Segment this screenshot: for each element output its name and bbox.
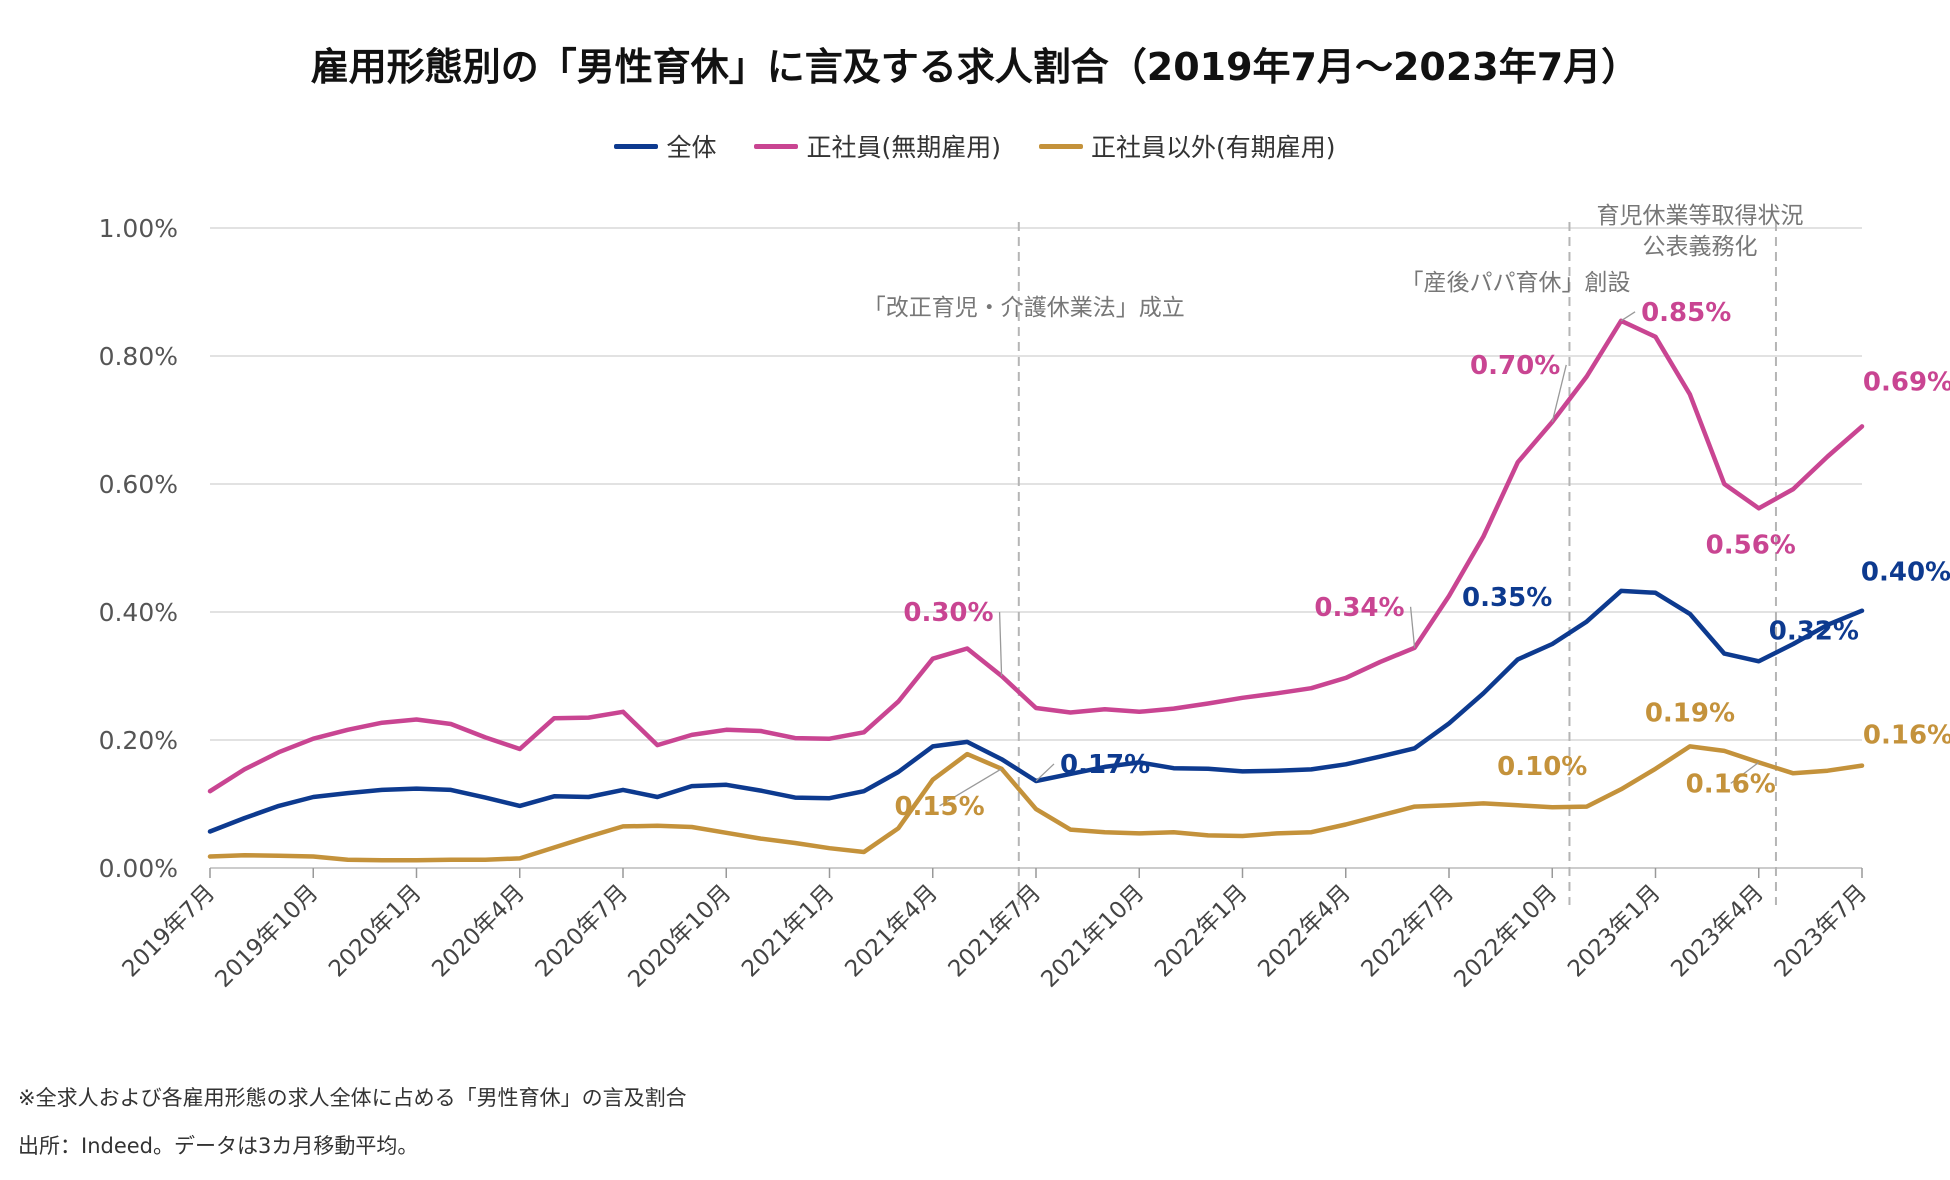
x-tick-label: 2020年4月 xyxy=(427,880,530,983)
legend-label-regular: 正社員(無期雇用) xyxy=(806,133,1001,162)
x-tick-label: 2020年7月 xyxy=(531,880,634,983)
data-label: 0.32% xyxy=(1769,616,1859,646)
data-label-leader xyxy=(1730,761,1760,784)
chart-title: 雇用形態別の「男性育休」に言及する求人割合（2019年7月〜2023年7月） xyxy=(310,45,1640,89)
x-tick-label: 2022年4月 xyxy=(1253,880,1356,983)
x-tick-label: 2020年1月 xyxy=(324,880,427,983)
data-label-leader xyxy=(939,768,1002,807)
data-label: 0.15% xyxy=(894,792,984,822)
series-line-0 xyxy=(207,588,1865,834)
x-tick-label: 2019年10月 xyxy=(210,880,323,993)
x-tick-label: 2021年1月 xyxy=(737,880,840,983)
data-label: 0.30% xyxy=(903,598,993,628)
data-label: 0.16% xyxy=(1863,721,1950,751)
data-label: 0.16% xyxy=(1686,769,1776,799)
data-label: 0.35% xyxy=(1462,583,1552,613)
x-tick-label: 2023年1月 xyxy=(1563,880,1666,983)
data-label: 0.34% xyxy=(1314,593,1404,623)
y-tick-label: 0.80% xyxy=(99,342,178,371)
data-label: 0.10% xyxy=(1497,752,1587,782)
data-label: 0.70% xyxy=(1470,351,1560,381)
y-tick-label: 0.60% xyxy=(99,470,178,499)
x-tick-label: 2019年7月 xyxy=(118,880,221,983)
event-label: 「改正育児・介護休業法」成立 xyxy=(863,295,1185,321)
legend-label-overall: 全体 xyxy=(666,133,717,162)
x-tick-label: 2022年7月 xyxy=(1357,880,1460,983)
data-label: 0.40% xyxy=(1861,558,1950,588)
legend-item-regular: 正社員(無期雇用) xyxy=(754,128,1001,164)
data-label: 0.56% xyxy=(1706,530,1796,560)
legend-swatch-nonregular xyxy=(1039,143,1083,149)
x-tick-label: 2022年10月 xyxy=(1449,880,1562,993)
y-tick-label: 0.00% xyxy=(99,854,178,883)
footnote-source: 出所：Indeed。データは3カ月移動平均。 xyxy=(18,1134,419,1158)
x-tick-label: 2022年1月 xyxy=(1150,880,1253,983)
data-label: 0.69% xyxy=(1863,367,1950,397)
legend-item-overall: 全体 xyxy=(614,128,716,164)
event-label: 育児休業等取得状況 xyxy=(1596,203,1803,229)
data-label-leader xyxy=(998,611,1003,677)
y-tick-label: 0.40% xyxy=(99,598,178,627)
x-tick-label: 2020年10月 xyxy=(623,880,736,993)
legend-swatch-overall xyxy=(614,143,659,149)
data-label-leader xyxy=(1035,763,1055,782)
series-line-2 xyxy=(207,744,1865,863)
chart-legend: 全体 正社員(無期雇用) 正社員以外(有期雇用) xyxy=(0,128,1950,164)
legend-label-nonregular: 正社員以外(有期雇用) xyxy=(1091,133,1336,162)
x-tick-label: 2023年7月 xyxy=(1770,880,1873,983)
legend-item-nonregular: 正社員以外(有期雇用) xyxy=(1039,128,1336,164)
series-line-1 xyxy=(207,318,1865,794)
data-label-leader xyxy=(1409,606,1416,648)
data-label: 0.85% xyxy=(1641,298,1731,328)
footnote-definition: ※全求人および各雇用形態の求人全体に占める「男性育休」の言及割合 xyxy=(18,1086,687,1110)
x-tick-label: 2023年4月 xyxy=(1666,880,1769,983)
y-tick-label: 1.00% xyxy=(99,214,178,243)
x-tick-label: 2021年4月 xyxy=(840,880,943,983)
x-tick-label: 2021年10月 xyxy=(1036,880,1149,993)
data-label-leader xyxy=(1620,311,1636,322)
data-label: 0.17% xyxy=(1060,750,1150,780)
event-label: 公表義務化 xyxy=(1642,234,1757,260)
data-label-leader xyxy=(1551,364,1567,423)
x-tick-label: 2021年7月 xyxy=(944,880,1047,983)
legend-swatch-regular xyxy=(754,143,799,149)
data-label: 0.19% xyxy=(1645,698,1735,728)
y-tick-label: 0.20% xyxy=(99,726,178,755)
line-chart: 0.00% 0.20% 0.40% 0.60% 0.80% 1.00% 2019年7月201… xyxy=(99,203,1950,993)
event-label: 「産後パパ育休」創設 xyxy=(1400,270,1630,296)
